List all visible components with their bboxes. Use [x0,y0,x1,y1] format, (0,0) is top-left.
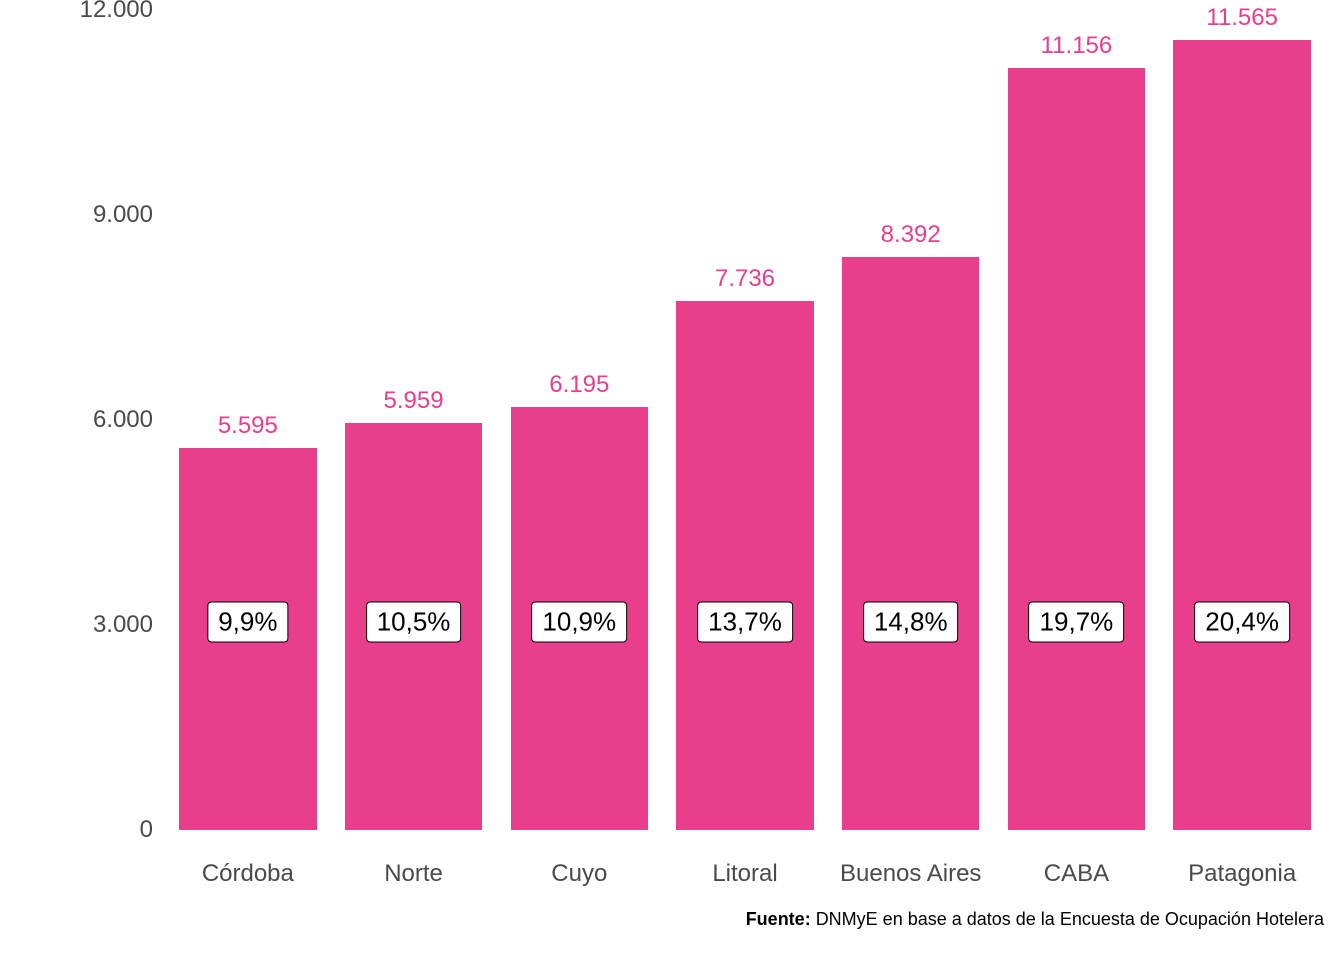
x-axis-tick-label: Córdoba [202,860,294,888]
x-axis-tick-label: Buenos Aires [840,860,981,888]
bar-percent-label: 14,8% [863,601,959,642]
source-prefix: Fuente: [746,909,816,929]
bar-percent-label: 10,5% [366,601,462,642]
bar-value-label: 5.959 [384,387,444,415]
bar-value-label: 11.565 [1206,4,1278,32]
bar-value-label: 6.195 [549,371,609,399]
bar-value-label: 5.595 [218,412,278,440]
bar-percent-label: 19,7% [1029,601,1125,642]
bar-percent-label: 13,7% [697,601,793,642]
bar [842,257,980,830]
bar-value-label: 8.392 [881,221,941,249]
x-axis-tick-label: Litoral [712,860,777,888]
bar-percent-label: 10,9% [531,601,627,642]
bar-percent-label: 9,9% [207,601,288,642]
chart-source: Fuente: DNMyE en base a datos de la Encu… [746,909,1324,930]
bar-value-label: 11.156 [1041,32,1113,60]
x-axis-tick-label: Cuyo [551,860,607,888]
y-axis-tick-label: 6.000 [93,406,153,434]
y-axis-tick-label: 9.000 [93,201,153,229]
x-axis-tick-label: Patagonia [1188,860,1296,888]
bar [1173,40,1311,830]
y-axis-tick-label: 12.000 [80,0,153,24]
x-axis-tick-label: CABA [1044,860,1109,888]
bar-percent-label: 20,4% [1194,601,1290,642]
bar [676,301,814,830]
bar-value-label: 7.736 [715,265,775,293]
y-axis-tick-label: 3.000 [93,611,153,639]
source-text: DNMyE en base a datos de la Encuesta de … [816,909,1324,929]
y-axis-tick-label: 0 [140,816,153,844]
chart-container: 0 3.000 6.000 9.000 12.000 5.595 9,9% Córdoba 5.… [0,0,1344,960]
bar [1008,68,1146,830]
plot-area: 03.0006.0009.00012.0005.5959,9%Córdoba5.… [165,10,1325,830]
x-axis-tick-label: Norte [384,860,443,888]
